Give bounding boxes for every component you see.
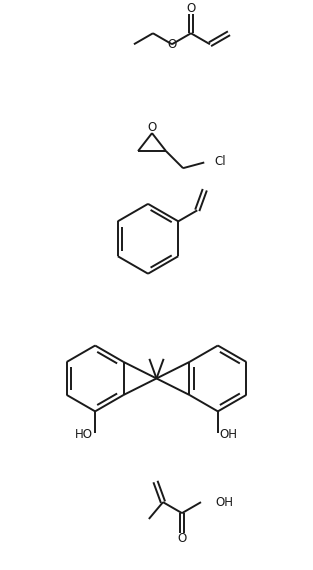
Text: Cl: Cl	[214, 155, 226, 168]
Text: O: O	[177, 532, 187, 545]
Text: O: O	[147, 121, 156, 133]
Text: OH: OH	[220, 428, 238, 441]
Text: O: O	[167, 38, 177, 51]
Text: OH: OH	[215, 496, 233, 508]
Text: HO: HO	[75, 428, 93, 441]
Text: O: O	[186, 2, 196, 14]
